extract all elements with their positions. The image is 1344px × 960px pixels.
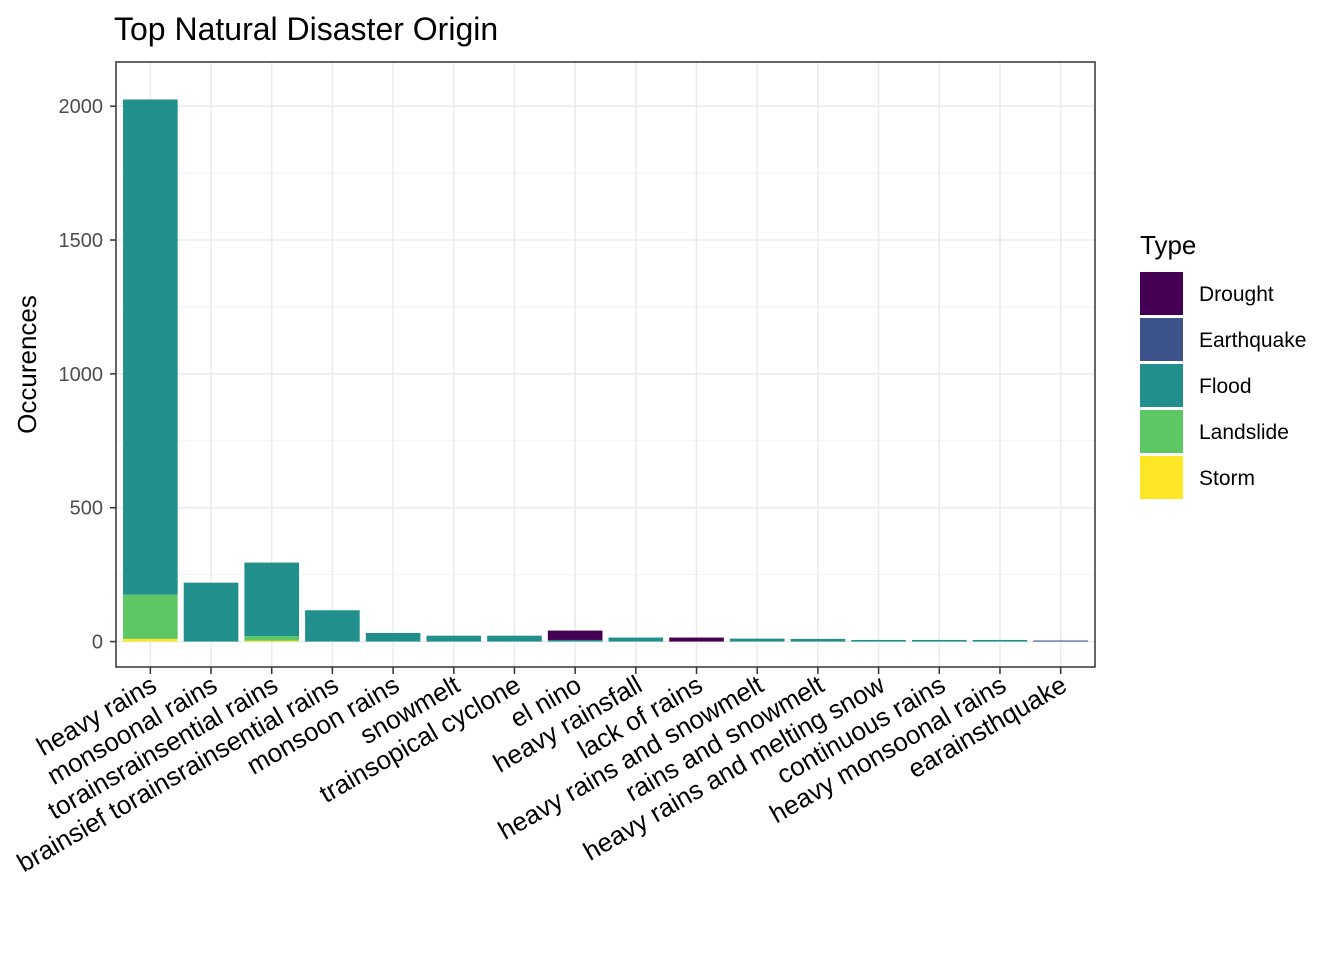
y-tick-label: 1500	[59, 230, 104, 252]
bar-segment	[244, 640, 300, 642]
grid-lines	[116, 62, 1095, 667]
y-axis: 0 500 1000 1500 2000	[59, 96, 116, 654]
legend-key	[1140, 410, 1183, 453]
y-tick-label: 500	[70, 498, 103, 520]
bar-segment	[183, 582, 239, 642]
y-tick-label: 2000	[59, 96, 104, 118]
legend-label: Flood	[1199, 375, 1252, 398]
legend-title: Type	[1140, 230, 1196, 260]
bar-segment	[123, 638, 178, 642]
bar-segment	[1033, 640, 1088, 642]
chart-title: Top Natural Disaster Origin	[114, 11, 498, 47]
bar-segment	[123, 594, 178, 639]
y-tick-label: 1000	[59, 364, 104, 386]
bar-segment	[244, 562, 300, 637]
legend-key	[1140, 456, 1183, 499]
bars	[123, 99, 1088, 642]
bar-segment	[729, 638, 785, 642]
legend-label: Storm	[1199, 467, 1255, 490]
bar-segment	[305, 610, 360, 642]
bar-segment	[911, 639, 967, 642]
bar-segment	[426, 635, 482, 642]
bar-segment	[123, 99, 178, 595]
panel-border	[115, 61, 1096, 668]
bar-segment	[972, 639, 1028, 642]
bar-segment	[487, 635, 542, 642]
bar-segment	[547, 630, 603, 640]
legend-key	[1140, 364, 1183, 407]
legend-key	[1140, 318, 1183, 361]
bar-segment	[365, 633, 421, 642]
y-axis-title: Occurences	[12, 295, 42, 434]
legend-label: Landslide	[1199, 421, 1289, 444]
bar-segment	[244, 636, 300, 641]
legend: Type Drought Earthquake Flood Landslide Stor…	[1140, 230, 1306, 499]
bar-segment	[669, 637, 724, 642]
y-tick-label: 0	[92, 632, 103, 654]
bar-segment	[790, 638, 846, 642]
bar-segment	[851, 639, 906, 642]
bar-segment	[608, 637, 664, 642]
bar-segment	[547, 639, 603, 642]
legend-label: Earthquake	[1199, 329, 1306, 352]
legend-label: Drought	[1199, 283, 1274, 306]
legend-key	[1140, 272, 1183, 315]
